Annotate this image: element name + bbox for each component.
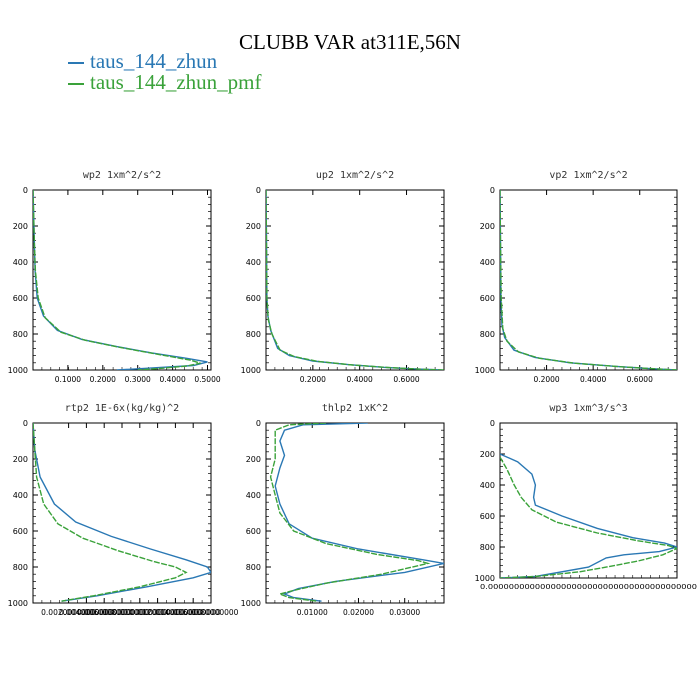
panel-6-xtick-labels: 0.00000000000000000000000000000000000000… [480, 583, 697, 591]
panel-4-xtick-label: 0.0020000000 [41, 608, 96, 617]
panel-4-series-zhun-pmf [33, 423, 188, 602]
panel-3-frame [499, 189, 678, 371]
panel-2-ytick-label: 600 [246, 294, 261, 303]
panel-1-frame [32, 189, 212, 371]
panel-5-ytick-label: 600 [246, 527, 261, 536]
panel-6-ytick-label: 0 [490, 419, 495, 428]
panel-4-ytick-label: 800 [13, 563, 28, 572]
panel-5-xtick-label: 0.02000 [343, 608, 374, 617]
panel-1-ytick-label: 200 [13, 222, 28, 231]
panel-1-ytick-label: 1000 [8, 366, 28, 375]
panel-2-ytick-label: 400 [246, 258, 261, 267]
panel-5-title: thlp2 1xK^2 [322, 403, 388, 414]
panel-6-ytick-label: 200 [480, 450, 495, 459]
panel-5-frame [265, 422, 445, 604]
panel-4-title: rtp2 1E-6x(kg/kg)^2 [65, 403, 179, 414]
panel-4-xtick-label: 0.0160000000 [166, 608, 221, 617]
panel-1-series-zhun [33, 190, 208, 370]
panel-4-xtick-label: 0.0180000000 [184, 608, 239, 617]
panel-1-title: wp2 1xm^2/s^2 [83, 170, 161, 181]
panel-2-ytick-label: 200 [246, 222, 261, 231]
panel-4-xtick-label: 0.0100000000 [112, 608, 167, 617]
panel-2-frame [265, 189, 445, 371]
panel-5-ytick-label: 1000 [241, 599, 261, 608]
panel-1-xtick-label: 0.3000 [125, 375, 151, 384]
panel-5-series-zhun-pmf [269, 423, 431, 602]
legend-swatch-zhun [68, 62, 84, 65]
panel-6-series-zhun [500, 453, 677, 578]
panel-3-xtick-label: 0.4000 [580, 375, 606, 384]
panel-6-ytick-label: 800 [480, 543, 495, 552]
panel-2-ytick-label: 0 [256, 186, 261, 195]
panel-4-ytick-label: 1000 [8, 599, 28, 608]
panel-3-ytick-label: 800 [480, 330, 495, 339]
panel-6-ytick-label: 1000 [475, 574, 495, 583]
panel-2-xtick-label: 0.4000 [347, 375, 373, 384]
panel-2-ytick-label: 1000 [241, 366, 261, 375]
panel-1-ytick-label: 400 [13, 258, 28, 267]
panel-3-xtick-label: 0.2000 [533, 375, 559, 384]
panel-1-series-zhun-pmf [33, 190, 201, 370]
panel-4-ytick-label: 400 [13, 491, 28, 500]
panel-3-ytick-label: 1000 [475, 366, 495, 375]
legend-swatch-zhun-pmf [68, 83, 84, 86]
panel-3-xtick-label: 0.6000 [627, 375, 653, 384]
panel-6-series-zhun-pmf [500, 456, 677, 578]
legend-item-zhun-pmf: taus_144_zhun_pmf [68, 72, 261, 93]
panel-2-title: up2 1xm^2/s^2 [316, 170, 394, 181]
panel-6-ytick-label: 600 [480, 512, 495, 521]
panel-5-ytick-label: 400 [246, 491, 261, 500]
panel-5-ytick-label: 800 [246, 563, 261, 572]
panel-5-ytick-label: 0 [256, 419, 261, 428]
panel-6-title: wp3 1xm^3/s^3 [549, 403, 627, 414]
panel-5-xtick-label: 0.01000 [297, 608, 328, 617]
panel-3-ytick-label: 600 [480, 294, 495, 303]
panel-1-xtick-label: 0.1000 [55, 375, 81, 384]
panel-1-ytick-label: 800 [13, 330, 28, 339]
panel-1-ytick-label: 0 [23, 186, 28, 195]
panel-5-xtick-label: 0.03000 [389, 608, 420, 617]
panel-3-series-zhun-pmf [500, 190, 677, 370]
panel-3-ytick-label: 200 [480, 222, 495, 231]
legend-label-zhun-pmf: taus_144_zhun_pmf [90, 70, 262, 94]
panel-3-title: vp2 1xm^2/s^2 [549, 170, 627, 181]
panel-4-xtick-label: 0.0040000000 [59, 608, 114, 617]
panel-4-ytick-label: 600 [13, 527, 28, 536]
panel-3-series-zhun [500, 190, 677, 370]
legend: taus_144_zhun taus_144_zhun_pmf [68, 51, 261, 93]
panel-4-ytick-label: 0 [23, 419, 28, 428]
panel-4-frame [32, 422, 212, 604]
figure-title: CLUBB VAR at311E,56N [239, 30, 461, 54]
panel-2-series-zhun [266, 190, 442, 370]
panel-3-ytick-label: 400 [480, 258, 495, 267]
panel-4-xtick-label: 0.0060000000 [77, 608, 132, 617]
panel-1-ytick-label: 600 [13, 294, 28, 303]
panel-6-ytick-label: 400 [480, 481, 495, 490]
panel-2-xtick-label: 0.2000 [300, 375, 326, 384]
panel-4-xtick-label: 0.0080000000 [95, 608, 150, 617]
panel-2-series-zhun-pmf [266, 190, 444, 370]
panel-1-xtick-label: 0.4000 [159, 375, 185, 384]
panel-4-ytick-label: 200 [13, 455, 28, 464]
panel-5-ytick-label: 200 [246, 455, 261, 464]
panel-3-ytick-label: 0 [490, 186, 495, 195]
legend-label-zhun: taus_144_zhun [90, 49, 218, 73]
panel-2-xtick-label: 0.6000 [393, 375, 419, 384]
panel-4-xtick-label: 0.0120000000 [130, 608, 185, 617]
panel-5-series-zhun [274, 423, 444, 602]
panel-1-xtick-label: 0.5000 [194, 375, 220, 384]
panel-4-xtick-label: 0.0140000000 [148, 608, 203, 617]
panel-4-series-zhun [33, 423, 211, 602]
legend-item-zhun: taus_144_zhun [68, 51, 261, 72]
panel-1-xtick-label: 0.2000 [90, 375, 116, 384]
panel-2-ytick-label: 800 [246, 330, 261, 339]
panel-6-frame [499, 422, 678, 579]
